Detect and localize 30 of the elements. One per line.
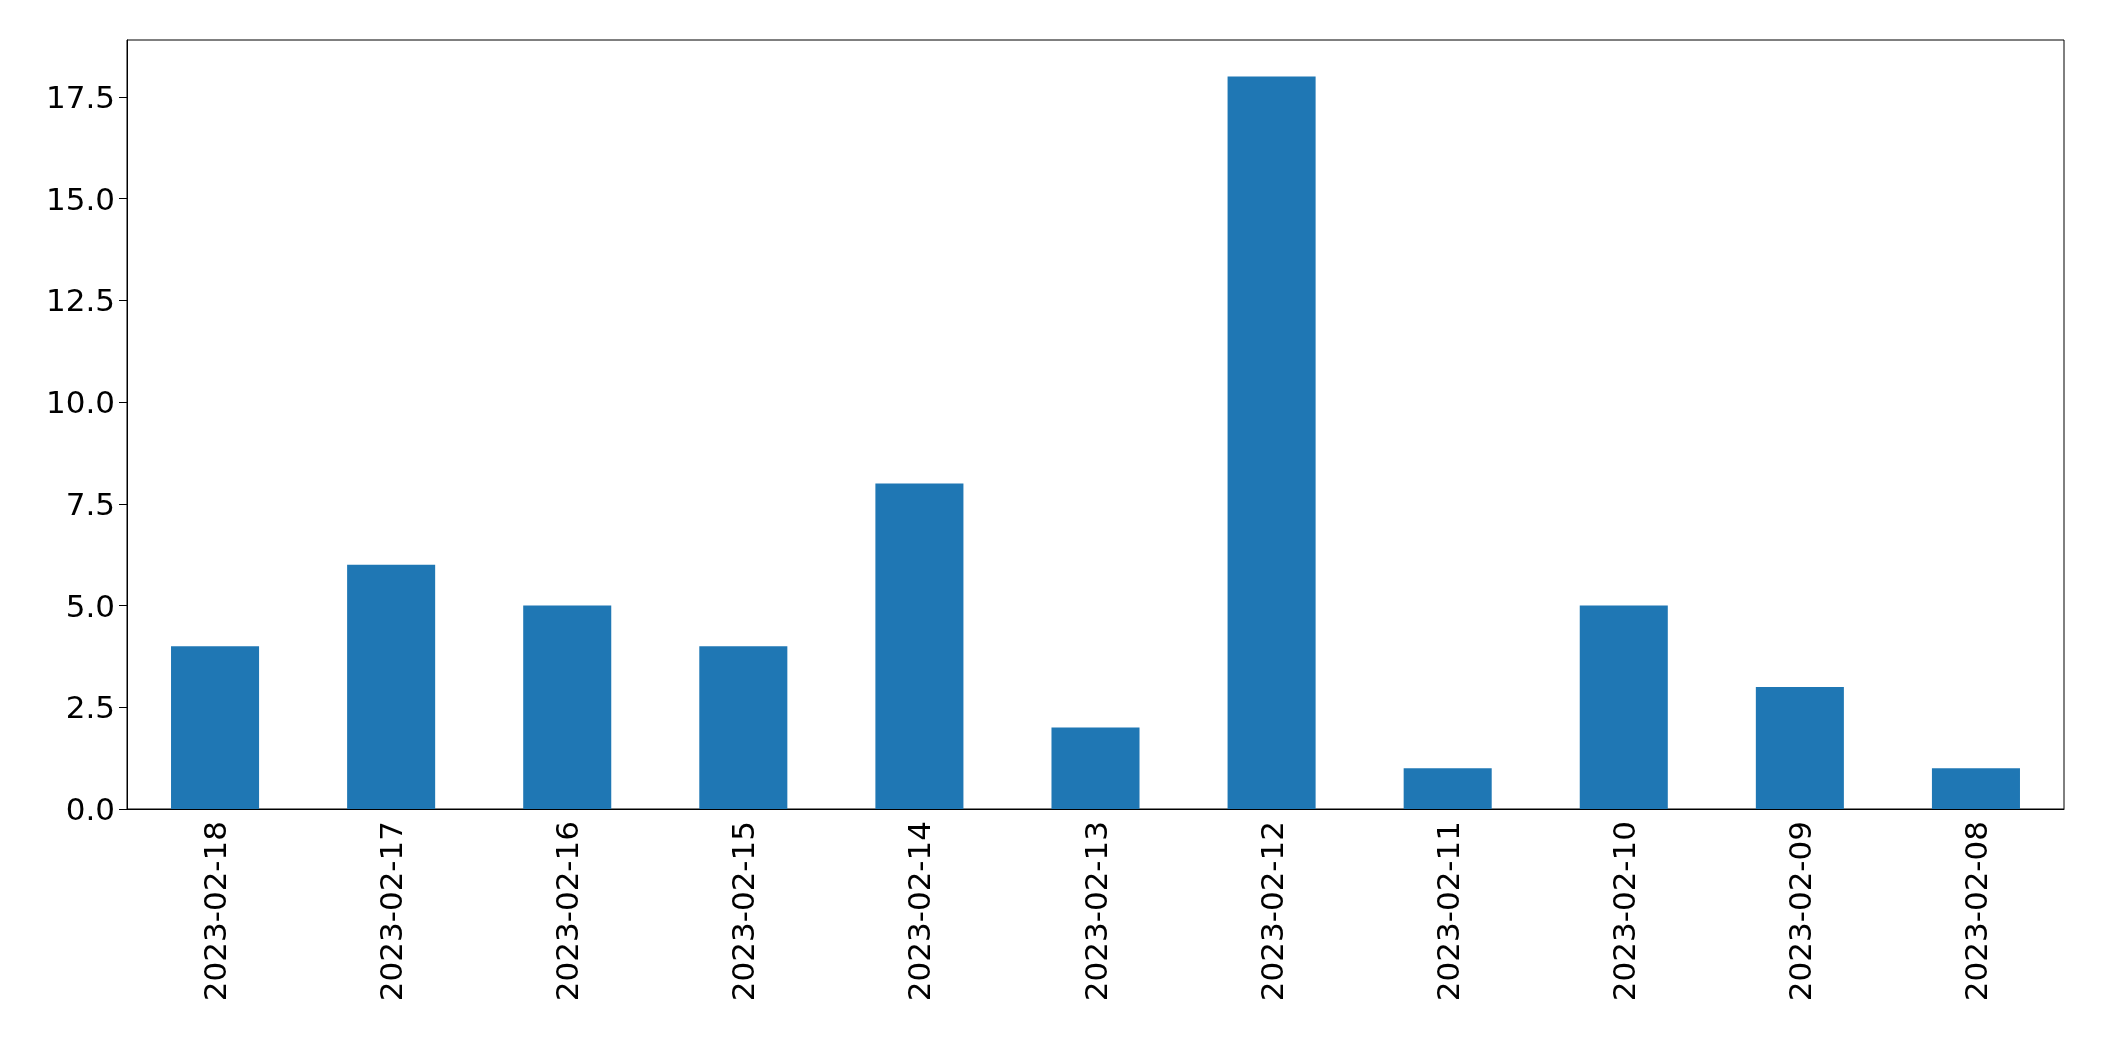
x-tick-label: 2023-02-16 <box>549 821 586 1002</box>
x-tick-label: 2023-02-18 <box>197 821 234 1002</box>
x-tick-label: 2023-02-09 <box>1781 821 1818 1002</box>
bar <box>347 564 436 809</box>
bar <box>171 646 260 809</box>
x-tick-label: 2023-02-10 <box>1605 821 1642 1002</box>
bar <box>699 646 788 809</box>
bar <box>523 605 612 809</box>
y-tick-label: 7.5 <box>65 485 115 522</box>
bar <box>1051 727 1140 809</box>
bar <box>1403 768 1492 809</box>
x-tick-label: 2023-02-12 <box>1253 821 1290 1002</box>
x-tick-label: 2023-02-13 <box>1077 821 1114 1002</box>
x-tick-label: 2023-02-14 <box>901 821 938 1002</box>
y-tick-label: 5.0 <box>65 587 115 624</box>
bar <box>875 483 964 809</box>
x-tick-label: 2023-02-15 <box>725 821 762 1002</box>
y-tick-label: 2.5 <box>65 689 115 726</box>
bar <box>1227 76 1316 809</box>
x-tick-label: 2023-02-08 <box>1957 821 1994 1002</box>
y-tick-label: 10.0 <box>45 384 115 421</box>
x-tick-label: 2023-02-17 <box>373 821 410 1002</box>
y-tick-label: 12.5 <box>45 282 115 319</box>
y-tick-label: 17.5 <box>45 78 115 115</box>
y-tick-label: 0.0 <box>65 791 115 827</box>
x-tick-label: 2023-02-11 <box>1429 821 1466 1002</box>
bar <box>1755 686 1844 809</box>
bar <box>1931 768 2020 809</box>
y-tick-label: 15.0 <box>45 180 115 217</box>
bar <box>1579 605 1668 809</box>
